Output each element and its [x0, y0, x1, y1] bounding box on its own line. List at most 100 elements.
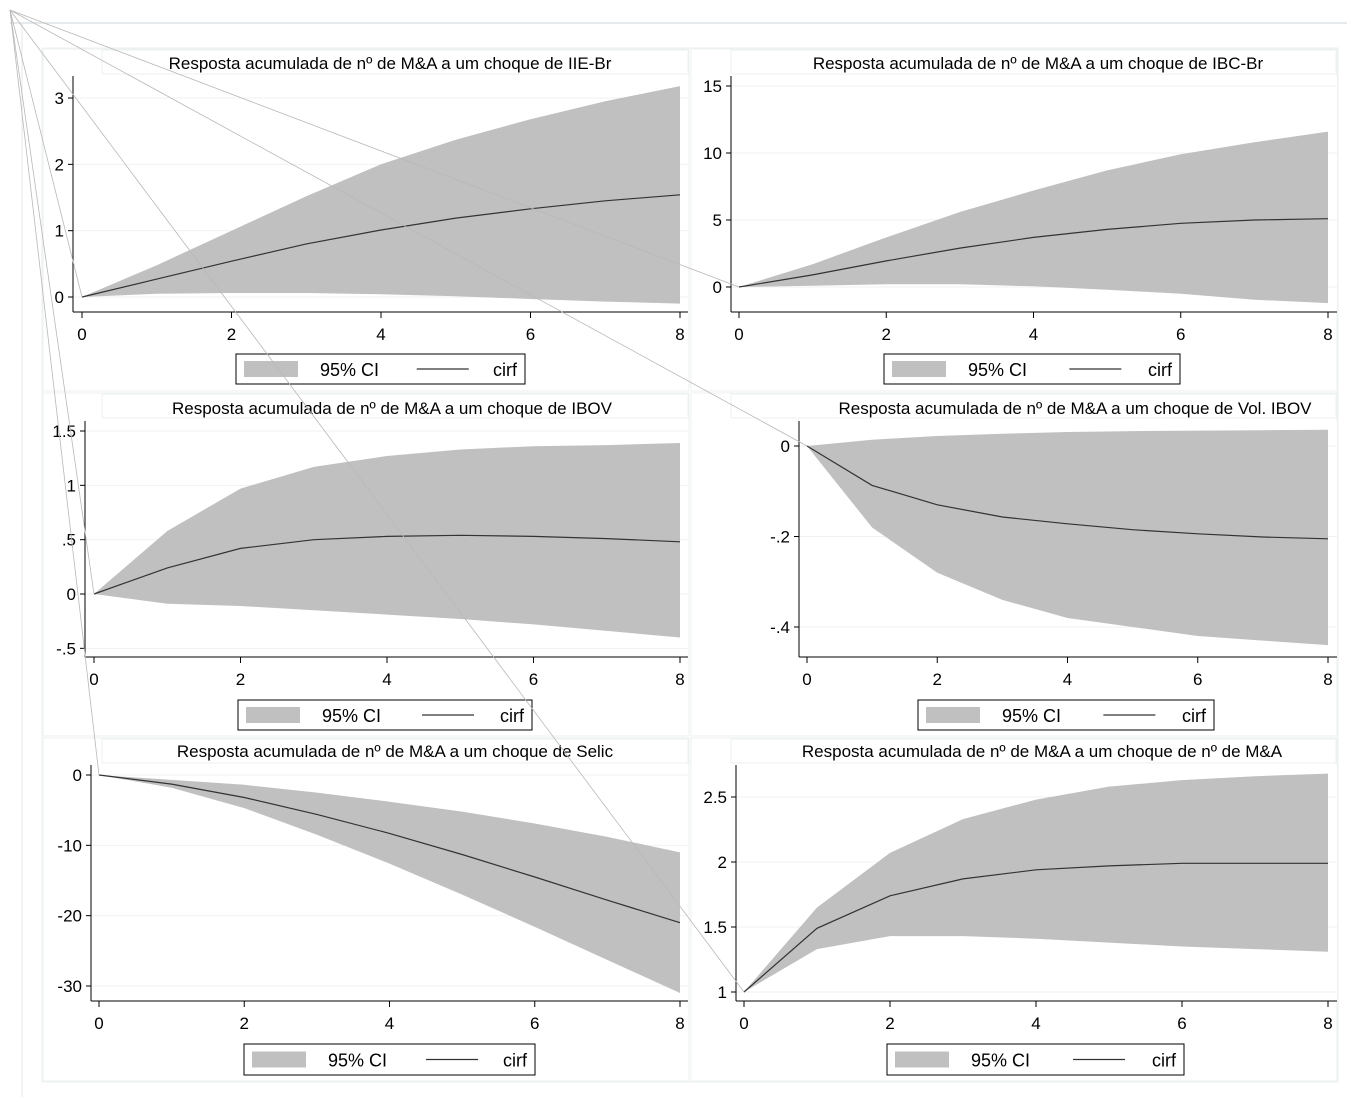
- title-box: [101, 49, 689, 75]
- title-box: [730, 49, 1337, 75]
- cirf-line: [743, 862, 1328, 993]
- y-tick-label: 1: [718, 983, 727, 1002]
- x-tick-label: 0: [89, 670, 98, 689]
- title-box: [730, 393, 1337, 419]
- chart-title: Resposta acumulada de nº de M&A a um cho…: [177, 742, 614, 761]
- legend-ci-swatch: [252, 1051, 306, 1068]
- x-tick-label: 2: [882, 325, 891, 344]
- x-tick-label: 4: [376, 325, 385, 344]
- x-tick-label: 0: [802, 670, 811, 689]
- legend-cirf-label: cirf: [500, 706, 525, 726]
- x-tick-label: 2: [933, 670, 942, 689]
- cirf-line: [738, 218, 1329, 288]
- chart-title: Resposta acumulada de nº de M&A a um cho…: [802, 742, 1283, 761]
- chart-panel-4: Resposta acumulada de nº de M&A a um cho…: [690, 392, 1338, 737]
- x-tick-label: 6: [1193, 670, 1202, 689]
- y-tick-label: 15: [703, 77, 722, 96]
- y-tick-label: -20: [57, 907, 82, 926]
- chart-title: Resposta acumulada de nº de M&A a um cho…: [813, 54, 1264, 73]
- y-tick-label: -.4: [770, 618, 790, 637]
- legend-ci-swatch: [892, 361, 946, 377]
- y-tick-label: 3: [55, 89, 64, 108]
- guide-line: [9, 9, 808, 447]
- legend-ci-swatch: [926, 707, 980, 723]
- legend: 95% CI cirf: [883, 353, 1181, 385]
- x-tick-label: 6: [1176, 325, 1185, 344]
- y-tick-label: -10: [57, 836, 82, 855]
- legend-ci-label: 95% CI: [968, 360, 1027, 380]
- chart-panel-6: Resposta acumulada de nº de M&A a um cho…: [690, 737, 1338, 1082]
- x-tick-label: 4: [1029, 325, 1038, 344]
- y-tick-label: 0: [67, 585, 76, 604]
- x-tick-label: 2: [885, 1014, 894, 1033]
- x-tick-label: 2: [240, 1014, 249, 1033]
- legend-ci-label: 95% CI: [971, 1051, 1030, 1071]
- y-tick-label: 0: [713, 278, 722, 297]
- ci-band: [807, 429, 1328, 646]
- x-tick-label: 6: [1177, 1014, 1186, 1033]
- x-tick-label: 0: [734, 325, 743, 344]
- cirf-line: [98, 774, 681, 924]
- title-box: [730, 738, 1337, 764]
- chart-panel-1: Resposta acumulada de nº de M&A a um cho…: [42, 48, 690, 392]
- chart-panel-3: Resposta acumulada de nº de M&A a um cho…: [42, 392, 690, 737]
- legend: 95% CI cirf: [886, 1043, 1185, 1076]
- figure-panel-frame: [41, 47, 1339, 1083]
- x-tick-label: 8: [675, 670, 684, 689]
- y-tick-label: 0: [73, 766, 82, 785]
- x-tick-label: 2: [236, 670, 245, 689]
- chart-title: Resposta acumulada de nº de M&A a um cho…: [172, 399, 613, 418]
- legend-cirf-label: cirf: [1148, 360, 1173, 380]
- x-tick-label: 6: [530, 1014, 539, 1033]
- legend-ci-swatch: [246, 707, 300, 723]
- legend-ci-label: 95% CI: [328, 1051, 387, 1071]
- x-tick-label: 4: [382, 670, 391, 689]
- legend: 95% CI cirf: [917, 699, 1215, 731]
- legend-ci-label: 95% CI: [1002, 706, 1061, 726]
- legend-ci-label: 95% CI: [320, 360, 379, 380]
- x-tick-label: 0: [739, 1014, 748, 1033]
- x-tick-label: 8: [1323, 325, 1332, 344]
- y-tick-label: 10: [703, 144, 722, 163]
- legend-cirf-label: cirf: [493, 360, 518, 380]
- chart-panel-5: Resposta acumulada de nº de M&A a um cho…: [42, 737, 690, 1082]
- ci-band: [744, 773, 1328, 992]
- x-tick-label: 2: [227, 325, 236, 344]
- chart-title: Resposta acumulada de nº de M&A a um cho…: [169, 54, 612, 73]
- title-box: [101, 393, 689, 419]
- ci-band: [739, 131, 1328, 304]
- y-tick-label: 2: [718, 853, 727, 872]
- cirf-line: [81, 194, 681, 298]
- x-tick-label: 8: [1323, 1014, 1332, 1033]
- x-tick-label: 6: [526, 325, 535, 344]
- cirf-line: [806, 445, 1329, 540]
- x-tick-label: 8: [675, 1014, 684, 1033]
- x-tick-label: 0: [77, 325, 86, 344]
- guide-line: [9, 9, 95, 595]
- y-tick-label: -30: [57, 977, 82, 996]
- legend-ci-swatch: [244, 361, 298, 377]
- y-tick-label: 1: [67, 476, 76, 495]
- y-tick-label: 2: [55, 155, 64, 174]
- legend-cirf-label: cirf: [1152, 1051, 1177, 1071]
- x-tick-label: 4: [1031, 1014, 1040, 1033]
- guide-line: [9, 9, 740, 288]
- y-tick-label: -.5: [56, 639, 76, 658]
- legend: 95% CI cirf: [243, 1043, 536, 1076]
- x-tick-label: 0: [94, 1014, 103, 1033]
- chart-panel-2: Resposta acumulada de nº de M&A a um cho…: [690, 48, 1338, 392]
- y-tick-label: 0: [55, 288, 64, 307]
- y-tick-label: 1.5: [703, 918, 727, 937]
- x-tick-label: 8: [675, 325, 684, 344]
- y-tick-label: 5: [713, 211, 722, 230]
- x-tick-label: 8: [1323, 670, 1332, 689]
- legend: 95% CI cirf: [237, 699, 533, 731]
- guide-line: [9, 9, 83, 298]
- legend-cirf-label: cirf: [503, 1051, 528, 1071]
- legend-ci-swatch: [895, 1051, 949, 1068]
- title-box: [101, 738, 689, 764]
- chart-title: Resposta acumulada de nº de M&A a um cho…: [838, 399, 1312, 418]
- y-tick-label: 1: [55, 222, 64, 241]
- legend-ci-label: 95% CI: [322, 706, 381, 726]
